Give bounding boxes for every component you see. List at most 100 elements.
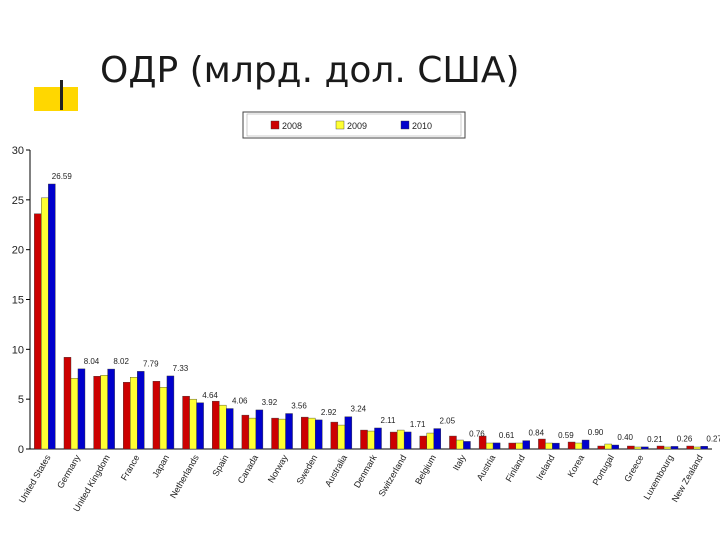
bar-2008 — [478, 435, 487, 450]
bar-2010 — [314, 419, 323, 450]
data-label: 7.33 — [173, 364, 189, 373]
bar-2009 — [485, 442, 494, 450]
data-label: 0.84 — [528, 429, 544, 438]
bar-2008 — [271, 417, 279, 450]
x-category-label: Italy — [451, 453, 468, 473]
bar-2010 — [522, 440, 530, 450]
bar-2009 — [100, 375, 108, 450]
bar-2010 — [344, 416, 353, 450]
data-label: 0.61 — [499, 431, 515, 440]
bar-2008 — [212, 400, 220, 450]
data-label: 0.26 — [677, 434, 693, 443]
bar-2009 — [604, 443, 612, 450]
data-label: 2.05 — [440, 417, 456, 426]
title-bullet-square — [34, 87, 78, 111]
x-category-label: Denmark — [352, 453, 379, 490]
x-category-label: Portugal — [591, 453, 616, 487]
bar-2009 — [248, 417, 257, 450]
bar-2009 — [634, 446, 642, 450]
data-label: 0.40 — [617, 433, 633, 442]
bar-2008 — [241, 414, 250, 450]
data-label: 1.71 — [410, 420, 426, 429]
bar-2008 — [360, 429, 368, 450]
bar-2010 — [107, 368, 115, 450]
x-category-label: United States — [17, 453, 53, 505]
bar-2008 — [627, 445, 635, 450]
bar-2009 — [426, 432, 435, 450]
bar-2008 — [389, 431, 398, 450]
bar-2010 — [641, 446, 649, 450]
data-label: 0.27 — [706, 434, 720, 443]
bar-2010 — [700, 446, 708, 450]
bar-2008 — [538, 438, 546, 450]
bar-2010 — [611, 444, 619, 450]
bar-2010 — [226, 408, 234, 450]
legend-label-2009: 2009 — [347, 121, 367, 131]
data-label: 0.59 — [558, 431, 574, 440]
data-label: 8.04 — [84, 357, 100, 366]
y-tick-label: 15 — [12, 295, 24, 307]
bar-2010 — [670, 446, 679, 450]
bar-2008 — [567, 441, 576, 450]
legend-label-2010: 2010 — [412, 121, 432, 131]
bar-2008 — [686, 445, 694, 450]
y-tick-label: 30 — [12, 145, 24, 157]
bar-2009 — [515, 442, 523, 450]
data-label: 4.06 — [232, 397, 248, 406]
bar-2010 — [48, 183, 56, 450]
y-tick-label: 25 — [12, 195, 24, 207]
bar-2008 — [330, 421, 339, 450]
y-tick-label: 0 — [18, 444, 24, 456]
bar-2008 — [93, 376, 101, 450]
bar-2008 — [419, 435, 428, 450]
y-tick-label: 5 — [18, 394, 24, 406]
x-category-label: Finland — [504, 453, 527, 484]
bar-2009 — [159, 387, 168, 450]
bar-2009 — [70, 378, 79, 450]
bar-2009 — [456, 439, 464, 450]
bar-2009 — [663, 446, 672, 450]
data-label: 0.21 — [647, 435, 663, 444]
data-label: 3.92 — [262, 398, 278, 407]
legend-swatch-2010 — [400, 120, 410, 130]
data-label: 26.59 — [52, 172, 73, 181]
data-label: 8.02 — [113, 357, 129, 366]
bar-2010 — [77, 368, 86, 450]
bar-2010 — [285, 413, 293, 450]
x-category-label: Norway — [266, 453, 290, 485]
bar-2009 — [396, 429, 405, 450]
x-category-label: Ireland — [534, 453, 556, 482]
data-labels-group: 26.59 8.04 8.02 7.79 7.33 4.64 4.06 3.92 3.56 2.9… — [52, 172, 720, 444]
y-tick-label: 10 — [12, 344, 24, 356]
bar-2010 — [255, 409, 264, 450]
x-category-label: New Zealand — [670, 453, 705, 504]
y-axis: 0 5 10 15 20 25 30 — [12, 145, 31, 456]
bar-2009 — [130, 377, 138, 450]
x-category-label: Germany — [55, 453, 82, 490]
title-bullet-bar — [60, 80, 63, 110]
data-label: 3.24 — [351, 405, 367, 414]
data-label: 3.56 — [291, 402, 307, 411]
bar-2009 — [41, 197, 49, 450]
bar-2009 — [574, 442, 583, 450]
y-tick-label: 20 — [12, 245, 24, 257]
data-label: 2.92 — [321, 408, 337, 417]
x-category-label: Canada — [236, 453, 260, 485]
bar-2009 — [219, 404, 227, 450]
data-label: 4.64 — [202, 391, 218, 400]
bar-2009 — [545, 442, 553, 450]
bar-2009 — [189, 398, 197, 450]
x-category-label: Belgium — [413, 453, 438, 486]
slide-title: ОДР (млрд. дол. США) — [100, 50, 520, 91]
bar-2009 — [307, 417, 316, 450]
bar-2008 — [63, 357, 72, 450]
bar-2010 — [463, 441, 471, 450]
x-category-label: Switzerland — [376, 453, 408, 498]
bars-group — [34, 183, 708, 450]
bar-2010 — [552, 442, 560, 450]
x-category-label: Greece — [622, 453, 645, 484]
bar-2008 — [597, 445, 605, 450]
bar-2008 — [34, 213, 42, 450]
